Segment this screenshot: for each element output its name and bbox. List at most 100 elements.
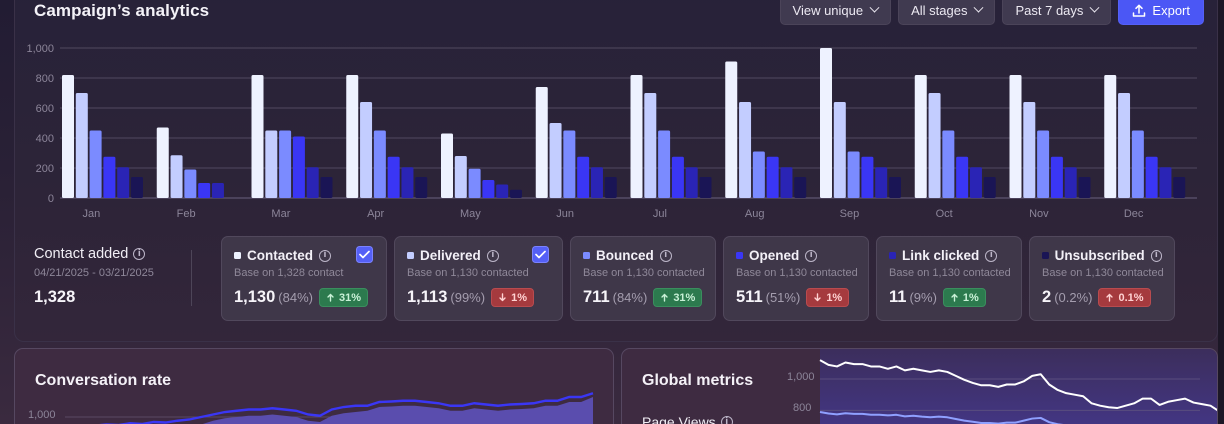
trend-badge: 1% [491,288,534,307]
bar-bounced[interactable] [752,151,765,199]
bar-unsubscribed[interactable] [983,177,996,198]
bar-opened[interactable] [671,156,684,198]
bar-unsubscribed[interactable] [1173,177,1186,198]
info-icon[interactable]: i [805,249,818,262]
metric-card-opened[interactable]: Opened i Base on 1,130 contacted 511 (51… [723,236,869,321]
bar-delivered[interactable] [1118,93,1131,198]
bar-opened[interactable] [103,156,116,198]
series-toggle-checkbox[interactable] [532,246,549,263]
bar-delivered[interactable] [75,93,88,198]
stages-dropdown[interactable]: All stages [898,0,996,25]
bar-bounced[interactable] [658,130,671,199]
bar-unsubscribed[interactable] [320,177,333,198]
bar-link-clicked[interactable] [969,167,982,198]
bar-link-clicked[interactable] [875,167,888,198]
bar-bounced[interactable] [1037,130,1050,199]
view-unique-dropdown[interactable]: View unique [779,0,892,25]
bar-unsubscribed[interactable] [415,177,428,198]
bar-delivered[interactable] [1023,102,1036,198]
bar-bounced[interactable] [373,130,386,199]
bar-link-clicked[interactable] [1064,167,1077,198]
bar-bounced[interactable] [468,168,481,198]
check-icon [535,250,546,259]
bar-bounced[interactable] [1131,130,1144,199]
bar-delivered[interactable] [360,102,373,198]
info-icon[interactable]: i [720,416,733,424]
info-icon[interactable]: i [133,248,146,260]
series-toggle-checkbox[interactable] [356,246,373,263]
legend-swatch [736,252,743,259]
card-title: Bounced [596,248,654,263]
bar-opened[interactable] [198,183,211,198]
bar-contacted[interactable] [346,75,359,198]
bar-link-clicked[interactable] [685,167,698,198]
bar-bounced[interactable] [563,130,576,199]
bar-contacted[interactable] [535,87,548,198]
bar-link-clicked[interactable] [590,167,603,198]
bar-delivered[interactable] [833,102,846,198]
bar-link-clicked[interactable] [401,167,414,198]
bar-unsubscribed[interactable] [604,177,617,198]
bar-contacted[interactable] [725,61,738,199]
trend-badge: 1% [942,288,986,307]
bar-opened[interactable] [1050,156,1063,198]
bar-unsubscribed[interactable] [510,189,522,198]
bar-bounced[interactable] [279,130,292,199]
bar-opened[interactable] [1145,156,1158,198]
bar-delivered[interactable] [454,156,467,198]
info-icon[interactable]: i [319,249,332,262]
bar-delivered[interactable] [739,102,752,198]
metric-card-unsubscribed[interactable]: Unsubscribed i Base on 1,130 contacted 2… [1029,236,1175,321]
bar-contacted[interactable] [156,127,169,199]
bar-contacted[interactable] [914,75,927,198]
card-header: Contacted i [234,248,374,263]
bar-delivered[interactable] [265,130,278,199]
bar-unsubscribed[interactable] [794,177,807,198]
bar-link-clicked[interactable] [780,167,793,198]
bar-bounced[interactable] [184,169,197,199]
bar-link-clicked[interactable] [306,167,319,198]
metric-card-bounced[interactable]: Bounced i Base on 1,130 contacted 711 (8… [570,236,716,321]
info-icon[interactable]: i [1150,249,1162,262]
bar-delivered[interactable] [644,93,657,198]
bar-contacted[interactable] [820,48,832,198]
export-button[interactable]: Export [1118,0,1204,25]
date-range-dropdown[interactable]: Past 7 days [1002,0,1112,25]
metric-card-delivered[interactable]: Delivered i Base on 1,130 contacted 1,11… [394,236,563,321]
bar-link-clicked[interactable] [1159,167,1172,198]
bar-opened[interactable] [292,136,305,199]
bar-contacted[interactable] [630,75,643,198]
bar-delivered[interactable] [928,93,941,198]
bar-contacted[interactable] [1104,75,1117,198]
bar-contacted[interactable] [441,133,453,199]
bar-opened[interactable] [861,156,874,198]
bar-unsubscribed[interactable] [131,177,143,198]
bar-opened[interactable] [577,156,590,198]
bar-unsubscribed[interactable] [699,177,712,198]
bar-link-clicked[interactable] [117,167,130,198]
scrollbar-track[interactable] [1218,0,1224,424]
bar-unsubscribed[interactable] [889,177,901,198]
metric-card-link-clicked[interactable]: Link clicked i Base on 1,130 contacted 1… [876,236,1022,321]
bar-delivered[interactable] [170,155,183,198]
bar-bounced[interactable] [847,151,860,199]
bar-bounced[interactable] [89,130,102,199]
metric-card-contacted[interactable]: Contacted i Base on 1,328 contact 1,130 … [221,236,387,321]
bar-opened[interactable] [956,156,969,198]
info-icon[interactable]: i [486,249,499,262]
bar-bounced[interactable] [942,130,955,199]
bar-delivered[interactable] [549,123,562,198]
bar-link-clicked[interactable] [496,184,509,199]
bar-opened[interactable] [387,156,400,198]
card-title: Contacted [247,248,314,263]
bar-link-clicked[interactable] [211,183,224,198]
bar-contacted[interactable] [251,75,264,198]
x-tick-label: Apr [367,208,384,220]
bar-unsubscribed[interactable] [1078,177,1091,198]
bar-opened[interactable] [482,180,495,198]
bar-opened[interactable] [766,156,779,198]
info-icon[interactable]: i [985,249,998,262]
info-icon[interactable]: i [659,249,672,262]
bar-contacted[interactable] [62,75,74,198]
bar-contacted[interactable] [1009,75,1022,198]
